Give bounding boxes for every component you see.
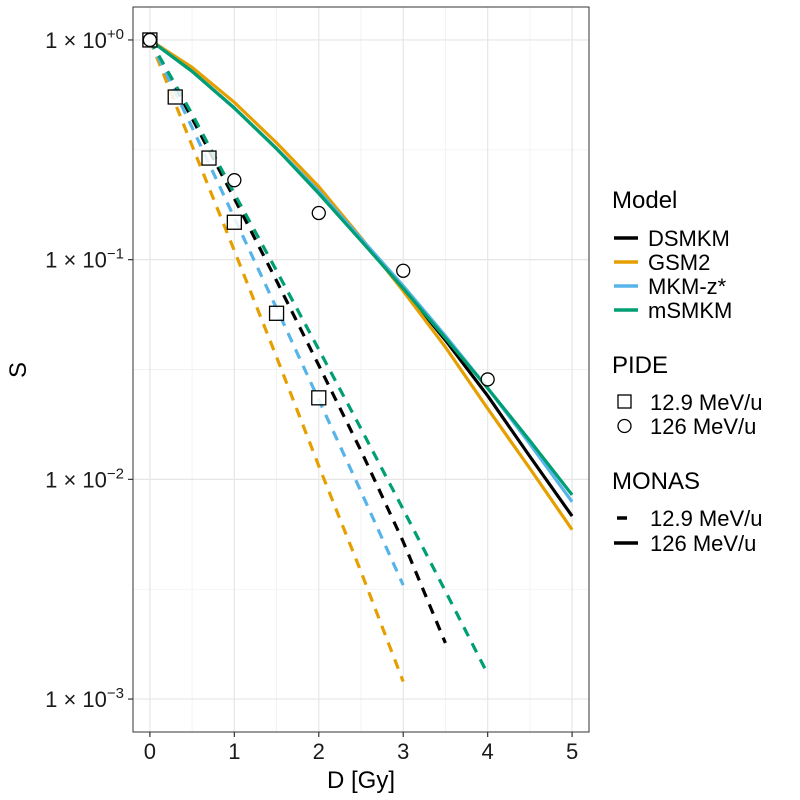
point-square-12-9-mev-u <box>268 305 285 321</box>
point-square-12-9-mev-u <box>167 89 183 105</box>
legend-label-dsmkm: DSMKM <box>648 226 730 251</box>
point-circle-126-mev-u <box>480 372 495 387</box>
point-circle-126-mev-u <box>311 205 326 221</box>
x-tick-label: 0 <box>144 739 156 764</box>
x-tick-label: 4 <box>482 739 494 764</box>
series-gsm2-12-9-mev-u <box>148 39 405 683</box>
point-square-12-9-mev-u <box>226 214 242 230</box>
y-axis-title: S <box>5 362 32 378</box>
ticks: 0 1 2 3 4 5 1 × 10+0 1 × 10−1 1 × 10−2 1 × 10−3 <box>45 26 578 764</box>
grid <box>133 7 589 732</box>
x-tick-label: 3 <box>397 739 409 764</box>
x-axis-title: D [Gy] <box>327 767 395 794</box>
legend: Model DSMKM GSM2 MKM-z* mSMKM PIDE 12.9 … <box>612 187 763 556</box>
series-msmkm-126-mev-u <box>148 38 574 496</box>
legend-title-pide: PIDE <box>612 352 668 379</box>
legend-key-circle <box>617 418 632 434</box>
legend-label-msmkm: mSMKM <box>648 298 732 323</box>
legend-label-monas-12-9: 12.9 MeV/u <box>650 506 763 531</box>
legend-label-gsm2: GSM2 <box>648 250 710 275</box>
point-circle-126-mev-u <box>142 32 158 48</box>
series-dsmkm-12-9-mev-u <box>148 39 447 644</box>
legend-label-pide-12-9: 12.9 MeV/u <box>650 390 763 415</box>
point-circle-126-mev-u <box>396 263 411 278</box>
x-tick-label: 1 <box>228 739 240 764</box>
x-tick-label: 5 <box>566 739 578 764</box>
legend-label-monas-126: 126 MeV/u <box>650 531 756 556</box>
series-group <box>148 38 574 683</box>
y-tick-label: 1 × 10−3 <box>45 685 124 712</box>
legend-label-mkmz: MKM-z* <box>648 274 727 299</box>
panel-border <box>132 6 590 733</box>
series-msmkm-12-9-mev-u <box>148 39 490 675</box>
point-square-12-9-mev-u <box>201 150 217 166</box>
y-tick-label: 1 × 10−1 <box>45 246 124 273</box>
point-square-12-9-mev-u <box>311 390 327 406</box>
legend-title-model: Model <box>612 187 677 214</box>
legend-key-square <box>617 394 632 409</box>
x-tick-label: 2 <box>313 739 325 764</box>
y-tick-label: 1 × 10−2 <box>45 465 124 492</box>
points-group <box>142 32 495 406</box>
legend-title-monas: MONAS <box>612 468 700 495</box>
legend-label-pide-126: 126 MeV/u <box>650 414 756 439</box>
point-circle-126-mev-u <box>227 173 242 188</box>
y-tick-label: 1 × 10+0 <box>45 26 124 53</box>
